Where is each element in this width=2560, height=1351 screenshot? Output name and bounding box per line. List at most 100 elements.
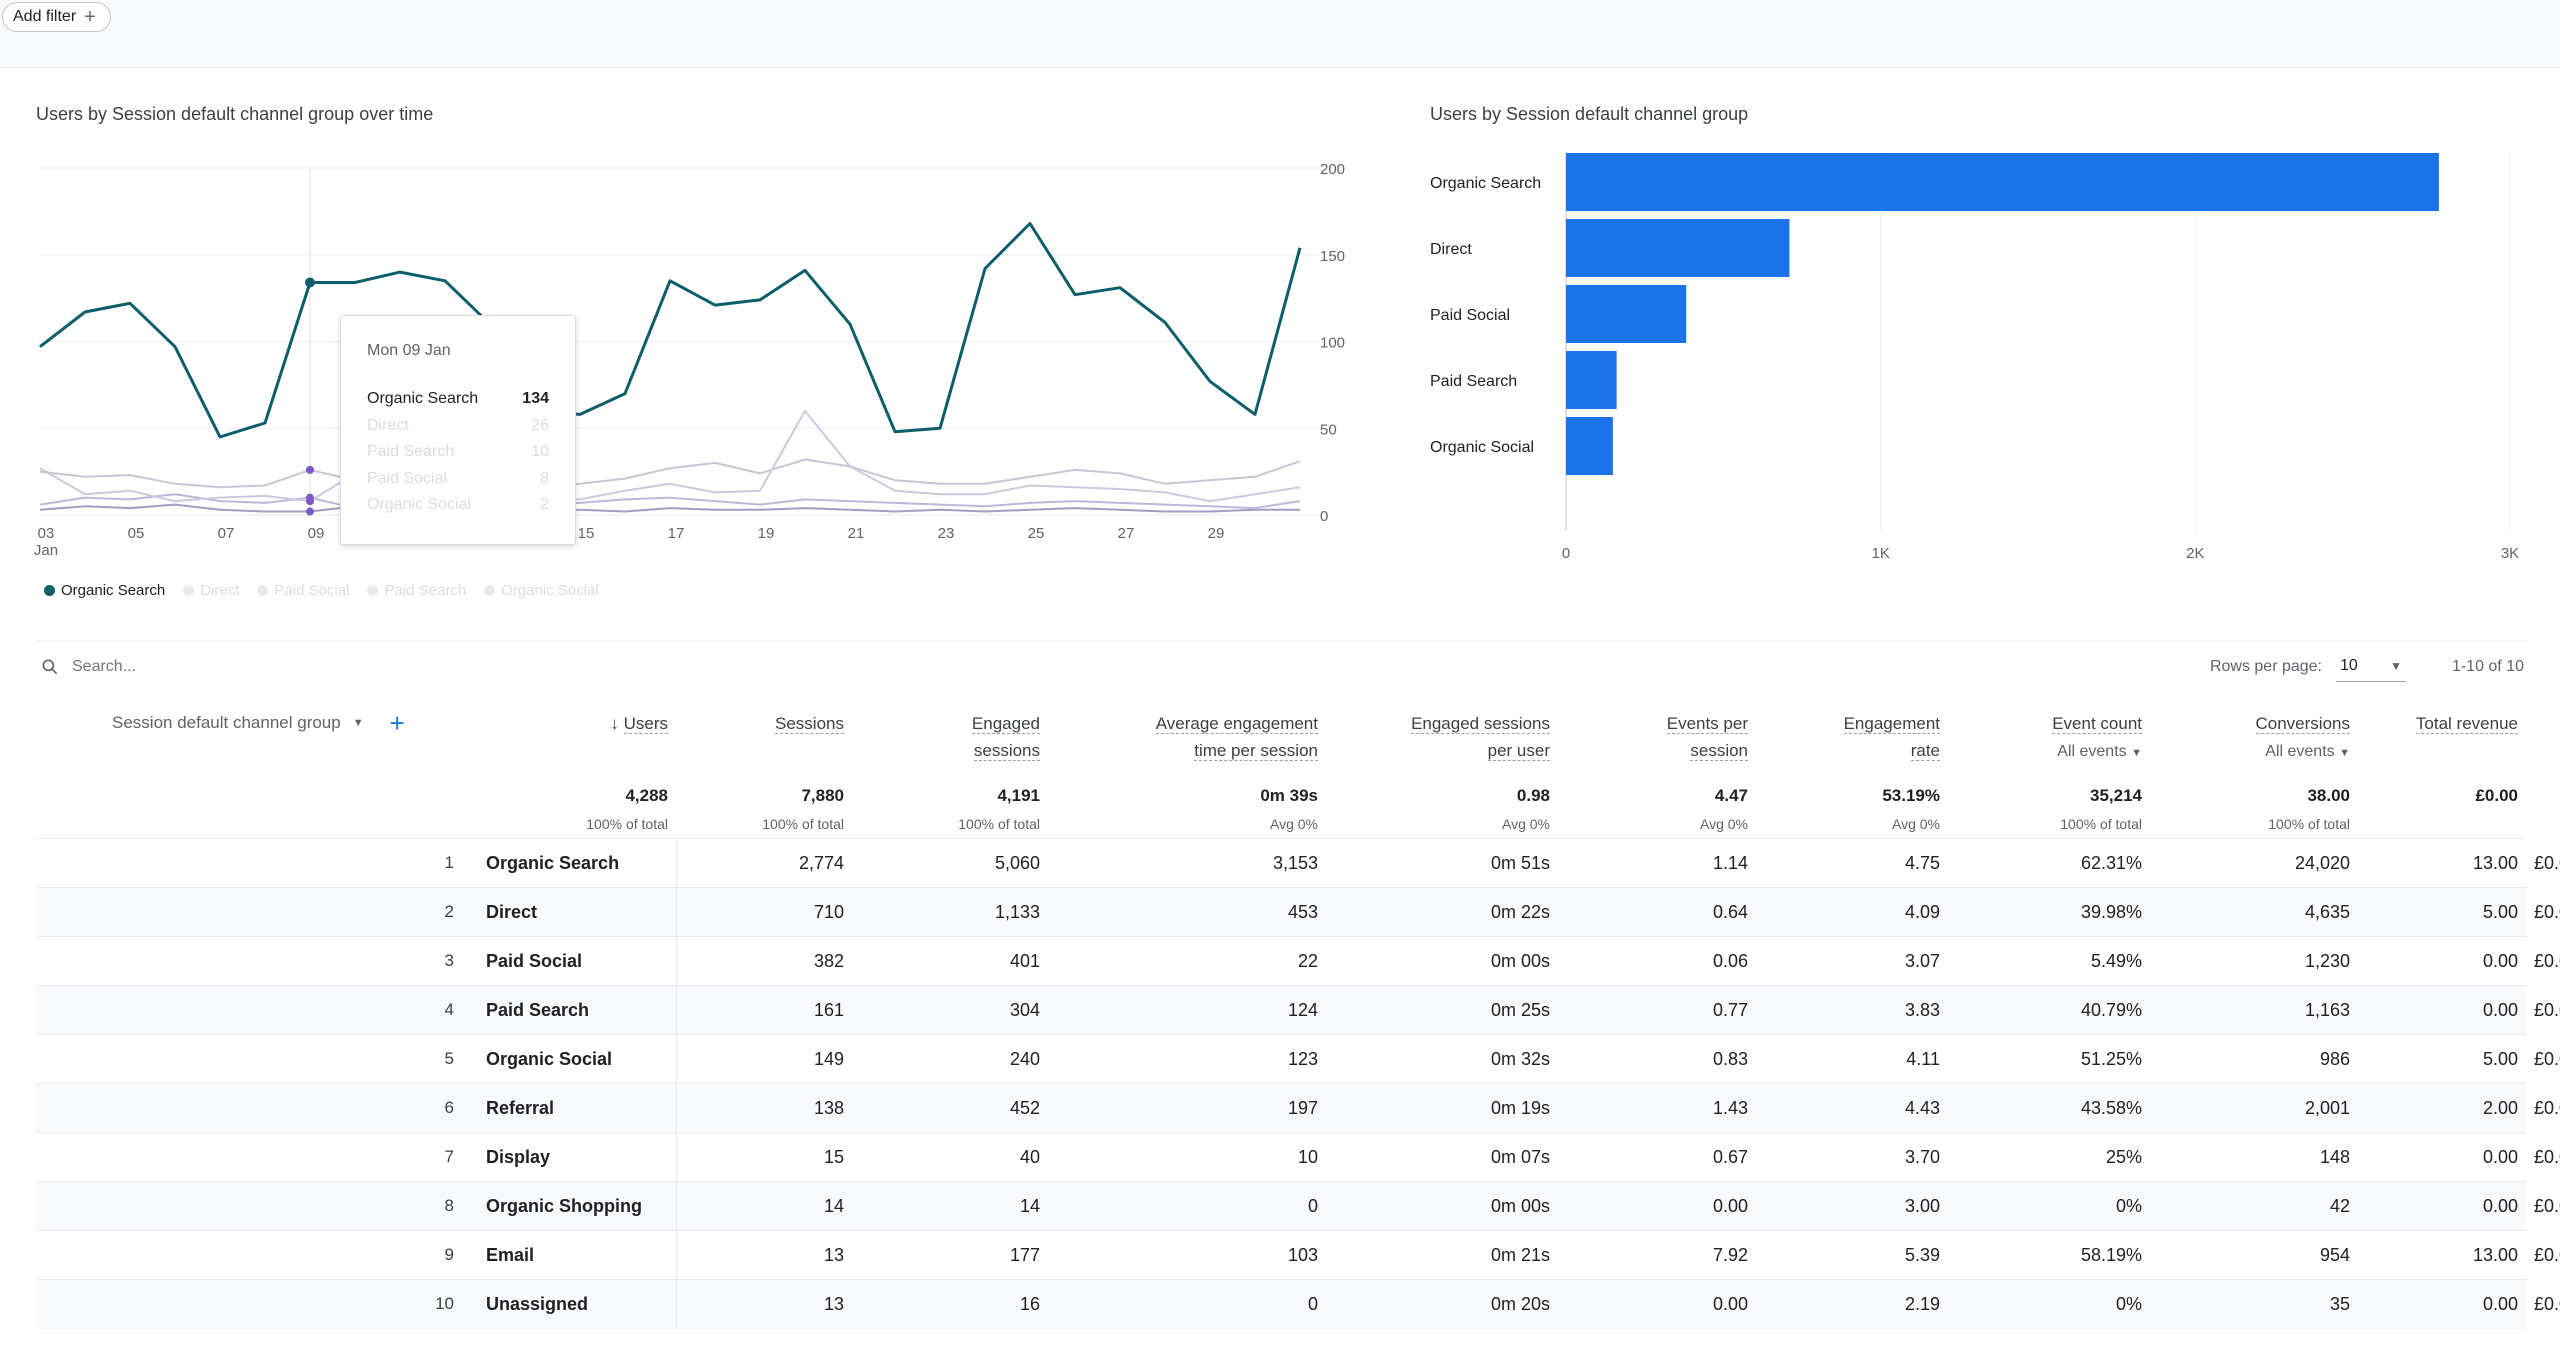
- header-label: Average engagement: [1155, 714, 1318, 734]
- column-header-event-count[interactable]: Event count All events ▼: [1948, 700, 2150, 780]
- add-filter-label: Add filter: [13, 8, 77, 25]
- table-cell: 0.00: [2358, 1181, 2526, 1231]
- line-chart[interactable]: 05010015020003Jan05070911131517192123252…: [0, 140, 1380, 580]
- bar-chart[interactable]: 0 1K 2K 3K Organic Search Direct Paid Social Pa…: [1420, 140, 2540, 580]
- rows-per-page-select[interactable]: 10 ▼: [2336, 652, 2406, 682]
- legend-item-organic-social[interactable]: Organic Social: [484, 582, 599, 599]
- row-channel-name[interactable]: Display: [472, 1132, 677, 1182]
- table-cell: 5,060: [852, 838, 1048, 888]
- row-channel-name[interactable]: Organic Search: [472, 838, 677, 888]
- x-tick-label: 07: [218, 525, 235, 542]
- table-cell: 148: [2150, 1132, 2358, 1182]
- dimension-header[interactable]: Session default channel group ▼ +: [36, 700, 472, 780]
- table-cell: 1.14: [1558, 838, 1756, 888]
- table-cell: 1,230: [2150, 936, 2358, 986]
- row-channel-name[interactable]: Referral: [472, 1083, 677, 1133]
- tooltip-date: Mon 09 Jan: [367, 342, 451, 359]
- table-cell: 35: [2150, 1279, 2358, 1329]
- search-input[interactable]: [72, 657, 372, 676]
- total-cell: 0m 39s Avg 0%: [1048, 780, 1326, 839]
- column-header-avg-engagement[interactable]: Average engagement time per session: [1048, 700, 1326, 780]
- table-cell: 40: [852, 1132, 1048, 1182]
- column-header-users[interactable]: ↓ Users: [472, 700, 676, 780]
- column-header-sessions[interactable]: Sessions: [676, 700, 852, 780]
- x-tick-label: 17: [668, 525, 685, 542]
- table-row[interactable]: 9 Email 13 177 103 0m 21s 7.92 5.39 58.19% 954 13.…: [36, 1230, 2560, 1280]
- column-header-engaged-per-user[interactable]: Engaged sessions per user: [1326, 700, 1558, 780]
- tooltip-row: Paid Social 8: [367, 470, 549, 497]
- tooltip-row: Direct 26: [367, 417, 549, 444]
- row-channel-name[interactable]: Organic Shopping: [472, 1181, 677, 1231]
- total-cell: 53.19% Avg 0%: [1756, 780, 1948, 839]
- x-tick-label: 0: [1562, 545, 1570, 562]
- row-channel-name[interactable]: Paid Social: [472, 936, 677, 986]
- header-label: Conversions: [2255, 714, 2350, 734]
- table-cell: 4,635: [2150, 887, 2358, 937]
- total-sub: Avg 0%: [1502, 816, 1550, 832]
- table-cell: 58.19%: [1948, 1230, 2150, 1280]
- table-cell: 0%: [1948, 1181, 2150, 1231]
- y-tick-label: 150: [1320, 248, 1345, 265]
- x-tick-label: 15: [578, 525, 595, 542]
- header-label: time per session: [1194, 741, 1318, 761]
- column-header-total-revenue[interactable]: Total revenue: [2358, 700, 2526, 780]
- x-tick-label: 29: [1208, 525, 1225, 542]
- row-index: 7: [36, 1132, 472, 1182]
- table-row[interactable]: 2 Direct 710 1,133 453 0m 22s 0.64 4.09 39.98% 4,…: [36, 887, 2560, 937]
- rows-per-page-value: 10: [2340, 657, 2358, 674]
- event-filter-select[interactable]: All events ▼: [1956, 743, 2142, 761]
- table-cell: 0.00: [2358, 1132, 2526, 1182]
- conversion-filter-select[interactable]: All events ▼: [2158, 743, 2350, 761]
- table-row[interactable]: 1 Organic Search 2,774 5,060 3,153 0m 51s 1.14…: [36, 838, 2560, 888]
- total-sub: Avg 0%: [1270, 816, 1318, 832]
- total-value: 4.47: [1714, 786, 1748, 805]
- row-channel-name[interactable]: Direct: [472, 887, 677, 937]
- hover-point: [306, 465, 314, 474]
- line-chart-title: Users by Session default channel group o…: [36, 104, 434, 124]
- table-row[interactable]: 10 Unassigned 13 16 0 0m 20s 0.00 2.19 0% 35 0.00 £…: [36, 1279, 2560, 1329]
- table-row[interactable]: 4 Paid Search 161 304 124 0m 25s 0.77 3.83 40.79…: [36, 985, 2560, 1035]
- hover-point: [305, 277, 315, 288]
- header-label: Sessions: [775, 714, 844, 734]
- total-cell: 4,288 100% of total: [472, 780, 676, 839]
- table-row[interactable]: 7 Display 15 40 10 0m 07s 0.67 3.70 25% 148 0.00 £0…: [36, 1132, 2560, 1182]
- table-cell: 2,774: [676, 838, 852, 888]
- legend-label: Direct: [200, 582, 240, 599]
- header-label: Engaged sessions: [1411, 714, 1550, 734]
- row-channel-name[interactable]: Email: [472, 1230, 677, 1280]
- add-dimension-icon[interactable]: +: [389, 708, 405, 738]
- line-chart-legend: Organic Search Direct Paid Social Paid S…: [44, 582, 599, 599]
- dropdown-caret-icon[interactable]: ▼: [352, 717, 364, 729]
- legend-item-direct[interactable]: Direct: [183, 582, 239, 599]
- table-row[interactable]: 3 Paid Social 382 401 22 0m 00s 0.06 3.07 5.49% 1…: [36, 936, 2560, 986]
- row-channel-name[interactable]: Organic Social: [472, 1034, 677, 1084]
- table-row[interactable]: 8 Organic Shopping 14 14 0 0m 00s 0.00 3.00 0% 42…: [36, 1181, 2560, 1231]
- legend-item-paid-search[interactable]: Paid Search: [367, 582, 466, 599]
- tooltip-value: 8: [540, 469, 549, 487]
- column-header-conversions[interactable]: Conversions All events ▼: [2150, 700, 2358, 780]
- legend-item-organic-search[interactable]: Organic Search: [44, 582, 165, 599]
- legend-label: Organic Search: [61, 582, 166, 599]
- row-channel-name[interactable]: Unassigned: [472, 1279, 677, 1329]
- table-row[interactable]: 5 Organic Social 149 240 123 0m 32s 0.83 4.11 51…: [36, 1034, 2560, 1084]
- table-row[interactable]: 6 Referral 138 452 197 0m 19s 1.43 4.43 43.58% 2,…: [36, 1083, 2560, 1133]
- row-index: 1: [36, 838, 472, 888]
- add-filter-button[interactable]: Add filter +: [2, 2, 111, 32]
- table-cell: 1,133: [852, 887, 1048, 937]
- column-header-events-per-session[interactable]: Events per session: [1558, 700, 1756, 780]
- table-cell: 0.00: [1558, 1181, 1756, 1231]
- table-cell: 15: [676, 1132, 852, 1182]
- table-cell: 453: [1048, 887, 1326, 937]
- table-cell: 0m 51s: [1326, 838, 1558, 888]
- table-cell: 0m 07s: [1326, 1132, 1558, 1182]
- column-header-engaged-sessions[interactable]: Engaged sessions: [852, 700, 1048, 780]
- row-channel-name[interactable]: Paid Search: [472, 985, 677, 1035]
- y-tick-label: 200: [1320, 161, 1345, 178]
- legend-item-paid-social[interactable]: Paid Social: [257, 582, 349, 599]
- bar: [1566, 219, 1790, 277]
- tooltip-row: Organic Social 2: [367, 496, 549, 523]
- hover-point: [306, 493, 314, 502]
- row-index: 8: [36, 1181, 472, 1231]
- column-header-engagement-rate[interactable]: Engagement rate: [1756, 700, 1948, 780]
- table-cell: 5.39: [1756, 1230, 1948, 1280]
